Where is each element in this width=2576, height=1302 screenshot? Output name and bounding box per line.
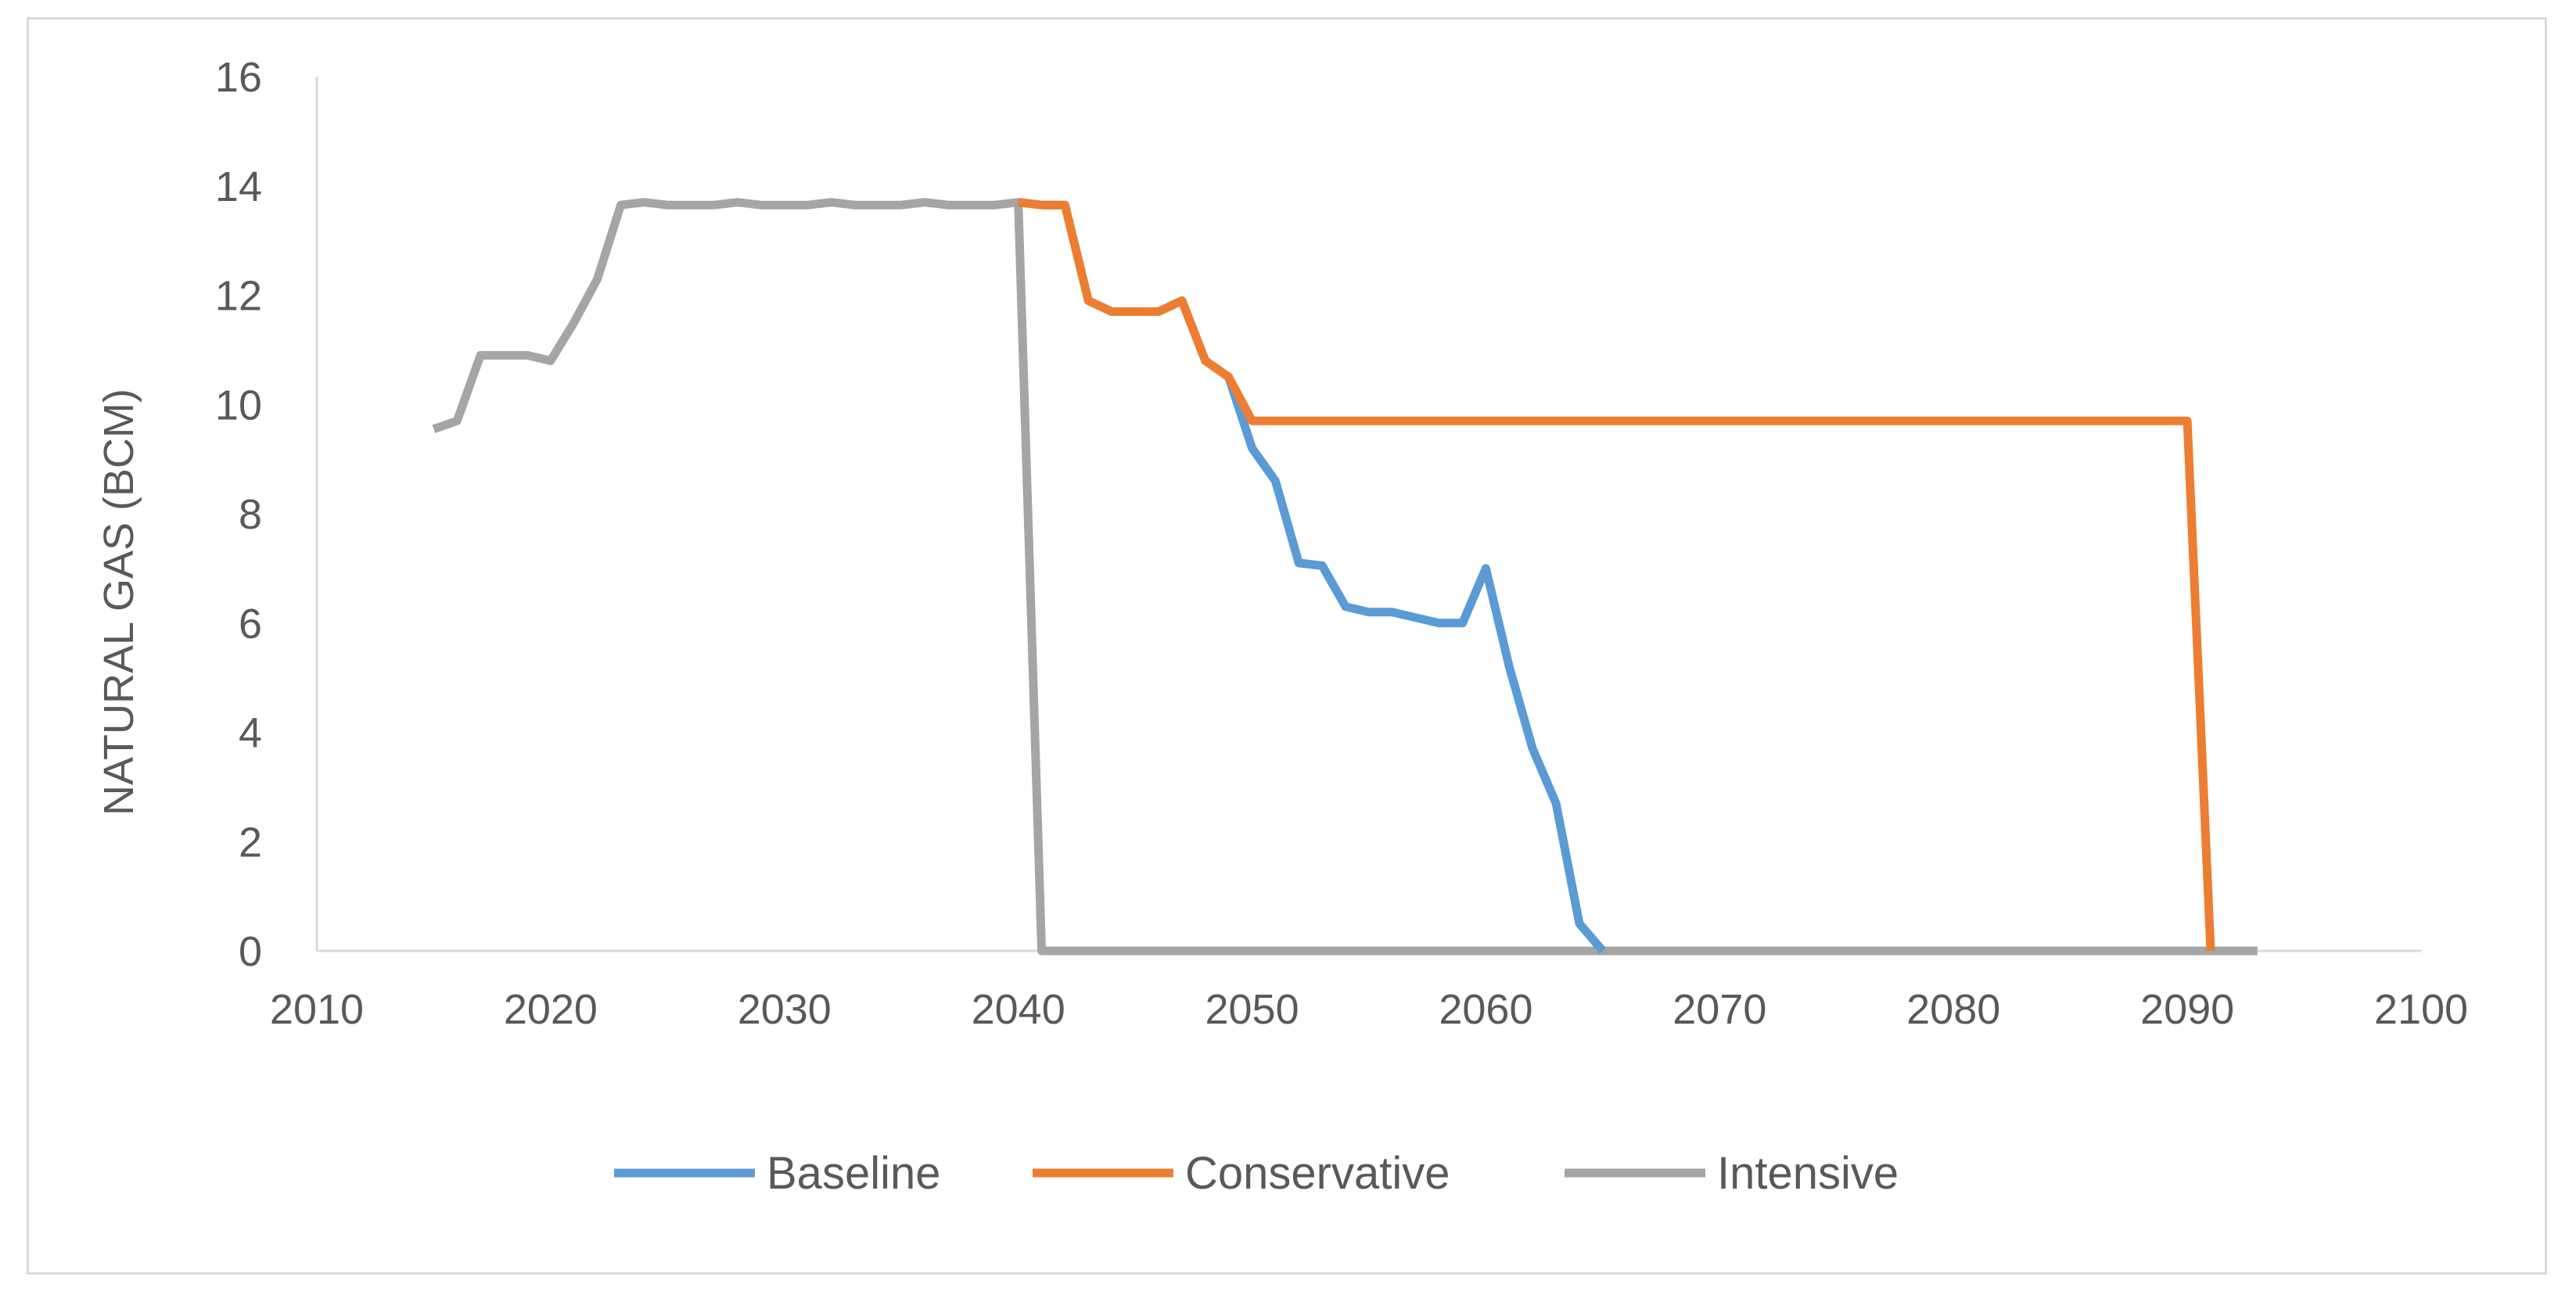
y-tick-label: 6 bbox=[239, 601, 262, 647]
y-axis-title: NATURAL GAS (BCM) bbox=[95, 389, 142, 816]
series-line-intensive bbox=[432, 198, 2258, 956]
x-tick-label: 2050 bbox=[1205, 986, 1299, 1033]
y-tick-label: 0 bbox=[239, 928, 262, 975]
y-tick-label: 8 bbox=[239, 491, 262, 538]
x-tick-label: 2100 bbox=[2374, 986, 2468, 1033]
y-tick-labels: 0 2 4 6 8 10 12 14 16 bbox=[215, 54, 262, 975]
y-tick-label: 14 bbox=[215, 163, 262, 210]
legend-label-baseline: Baseline bbox=[767, 1148, 940, 1199]
chart-frame bbox=[27, 17, 2547, 1275]
y-tick-label: 4 bbox=[239, 710, 262, 757]
x-tick-label: 2090 bbox=[2140, 986, 2234, 1033]
x-tick-label: 2020 bbox=[504, 986, 598, 1033]
series-lines bbox=[432, 198, 2258, 956]
y-tick-label: 12 bbox=[215, 273, 262, 320]
x-tick-label: 2080 bbox=[1906, 986, 2000, 1033]
y-tick-label: 16 bbox=[215, 54, 262, 101]
series-line-conservative bbox=[1018, 198, 2215, 952]
x-tick-labels: 2010 2020 2030 2040 2050 2060 2070 2080 2090 2100 bbox=[270, 986, 2468, 1033]
x-tick-label: 2010 bbox=[270, 986, 364, 1033]
x-tick-label: 2040 bbox=[972, 986, 1065, 1033]
x-tick-label: 2070 bbox=[1672, 986, 1766, 1033]
legend-label-intensive: Intensive bbox=[1717, 1148, 1899, 1199]
y-tick-label: 2 bbox=[239, 819, 262, 866]
legend: Baseline Conservative Intensive bbox=[614, 1148, 1899, 1199]
x-tick-label: 2060 bbox=[1439, 986, 1532, 1033]
series-line-baseline bbox=[1018, 198, 1607, 954]
y-tick-label: 10 bbox=[215, 382, 262, 429]
x-tick-label: 2030 bbox=[738, 986, 832, 1033]
legend-label-conservative: Conservative bbox=[1185, 1148, 1450, 1199]
